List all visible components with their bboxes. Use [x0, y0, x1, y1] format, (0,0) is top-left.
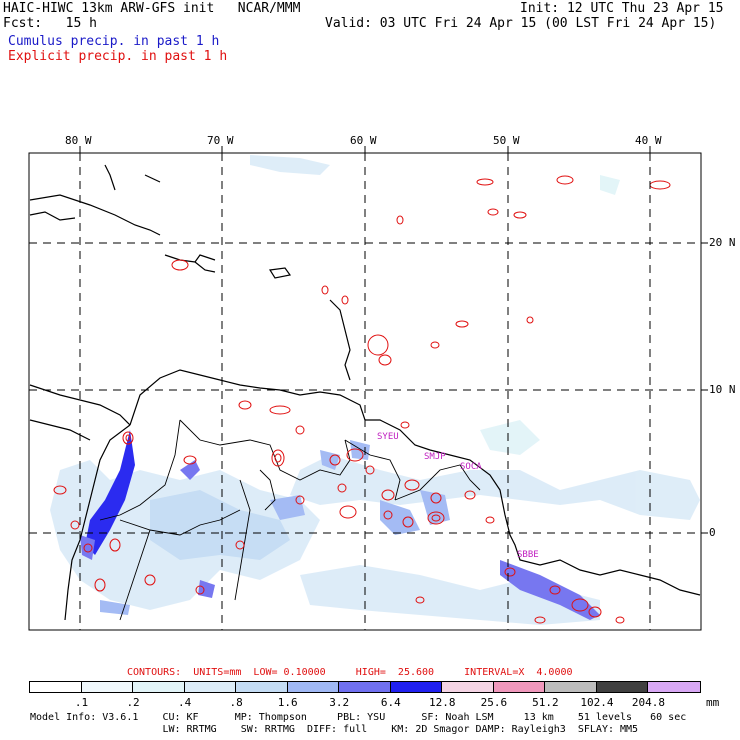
colorbar-unit: mm [706, 696, 720, 709]
colorbar-cell [442, 682, 494, 692]
station-label-syeu: SYEU [377, 432, 399, 442]
colorbar-cell [287, 682, 340, 692]
colorbar-level-label: 204.8 [631, 696, 666, 709]
cumulus-legend: Cumulus precip. in past 1 h [8, 34, 220, 49]
colorbar-level-label: 12.8 [429, 696, 456, 709]
forecast-hour: Fcst: 15 h [3, 16, 97, 31]
colorbar-cell [133, 682, 185, 692]
cumulus-precip-shading [50, 155, 700, 625]
colorbar-level-label: .2 [126, 696, 140, 709]
model-info-line2: LW: RRTMG SW: RRTMG DIFF: full KM: 2D Sm… [30, 724, 639, 735]
lat-lon-grid [29, 153, 701, 630]
station-label-sbbe: SBBE [517, 550, 539, 560]
lon-label-60w: 60 W [350, 134, 377, 147]
colorbar-cell [81, 682, 134, 692]
colorbar-cell [648, 682, 700, 692]
lon-label-80w: 80 W [65, 134, 92, 147]
lon-label-50w: 50 W [493, 134, 520, 147]
colorbar-level-label: 3.2 [329, 696, 350, 709]
lat-label-20n: 20 N [709, 236, 736, 249]
lat-label-10n: 10 N [709, 383, 736, 396]
init-time: Init: 12 UTC Thu 23 Apr 15 [520, 1, 724, 16]
colorbar-level-label: .8 [229, 696, 243, 709]
coastlines [29, 164, 701, 621]
colorbar-level-label: 6.4 [380, 696, 401, 709]
station-label-smjp: SMJP [424, 452, 446, 462]
colorbar-level-label: .1 [74, 696, 89, 709]
lat-ticks [701, 242, 708, 534]
plot-title: HAIC-HIWC 13km ARW-GFS init NCAR/MMM [3, 1, 301, 16]
colorbar [29, 681, 701, 693]
colorbar-cell [339, 682, 391, 692]
colorbar-cell [30, 682, 82, 692]
colorbar-level-label: 102.4 [580, 696, 614, 709]
lat-label-0: 0 [709, 526, 716, 539]
explicit-legend: Explicit precip. in past 1 h [8, 49, 228, 64]
lon-label-70w: 70 W [207, 134, 234, 147]
station-label-soca: SOCA [460, 462, 482, 472]
colorbar-level-label: 51.2 [532, 696, 559, 709]
colorbar-level-label: 1.6 [277, 696, 298, 709]
colorbar-level-label: .4 [177, 696, 192, 709]
lon-label-40w: 40 W [635, 134, 662, 147]
colorbar-level-label: 25.6 [480, 696, 508, 709]
model-info-line1: Model Info: V3.6.1 CU: KF MP: Thompson P… [30, 712, 687, 723]
contours-info: CONTOURS: UNITS=mm LOW= 0.10000 HIGH= 25… [127, 667, 573, 678]
colorbar-cell [545, 682, 597, 692]
colorbar-cell [184, 682, 237, 692]
lon-ticks [79, 146, 651, 153]
explicit-precip-contours [53, 175, 671, 624]
colorbar-cell [493, 682, 546, 692]
country-borders [99, 419, 481, 621]
valid-time: Valid: 03 UTC Fri 24 Apr 15 (00 LST Fri … [325, 16, 717, 31]
colorbar-cell [390, 682, 443, 692]
colorbar-cell [596, 682, 649, 692]
colorbar-cell [236, 682, 288, 692]
